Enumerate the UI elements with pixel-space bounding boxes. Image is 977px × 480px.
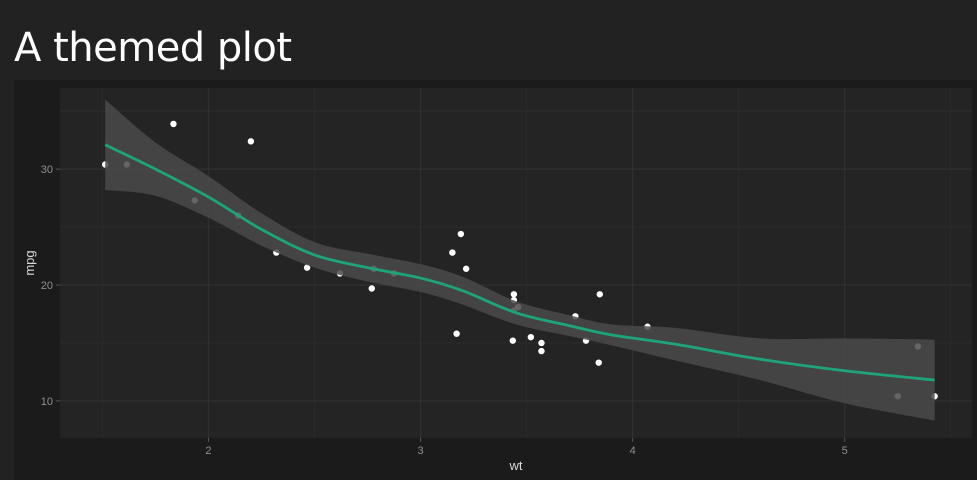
data-point (596, 291, 603, 298)
data-point (368, 285, 375, 292)
smooth-line (104, 143, 935, 382)
page-title: A themed plot (14, 25, 292, 71)
data-point (509, 337, 517, 344)
data-point (449, 249, 456, 256)
data-point (457, 230, 465, 238)
x-tick-label: 4 (630, 445, 636, 457)
major-gridlines (60, 88, 972, 438)
y-tick-label: 20 (41, 280, 53, 292)
x-tick-label: 5 (842, 445, 848, 457)
x-tick-label: 2 (205, 445, 211, 457)
y-tick-label: 30 (41, 164, 53, 176)
confidence-ribbon (105, 99, 935, 421)
data-point (453, 330, 460, 337)
y-axis-title: mpg (22, 250, 37, 275)
chart: 2 3 4 5 10 20 30 wt mpg (22, 88, 972, 473)
x-tick-label: 3 (417, 445, 423, 457)
y-axis-ticks: 10 20 30 (41, 164, 60, 408)
plot-panel: 2 3 4 5 10 20 30 wt mpg (14, 80, 977, 480)
data-point (510, 291, 518, 298)
y-tick-label: 10 (41, 396, 53, 408)
data-point (538, 347, 545, 355)
data-point (303, 264, 311, 271)
data-point (538, 339, 545, 347)
data-point (595, 359, 602, 366)
x-axis-ticks: 2 3 4 5 (205, 438, 848, 457)
x-axis-title: wt (509, 458, 523, 473)
data-point (527, 333, 535, 341)
data-point (462, 265, 470, 272)
data-point (170, 120, 177, 128)
data-point (247, 138, 255, 145)
